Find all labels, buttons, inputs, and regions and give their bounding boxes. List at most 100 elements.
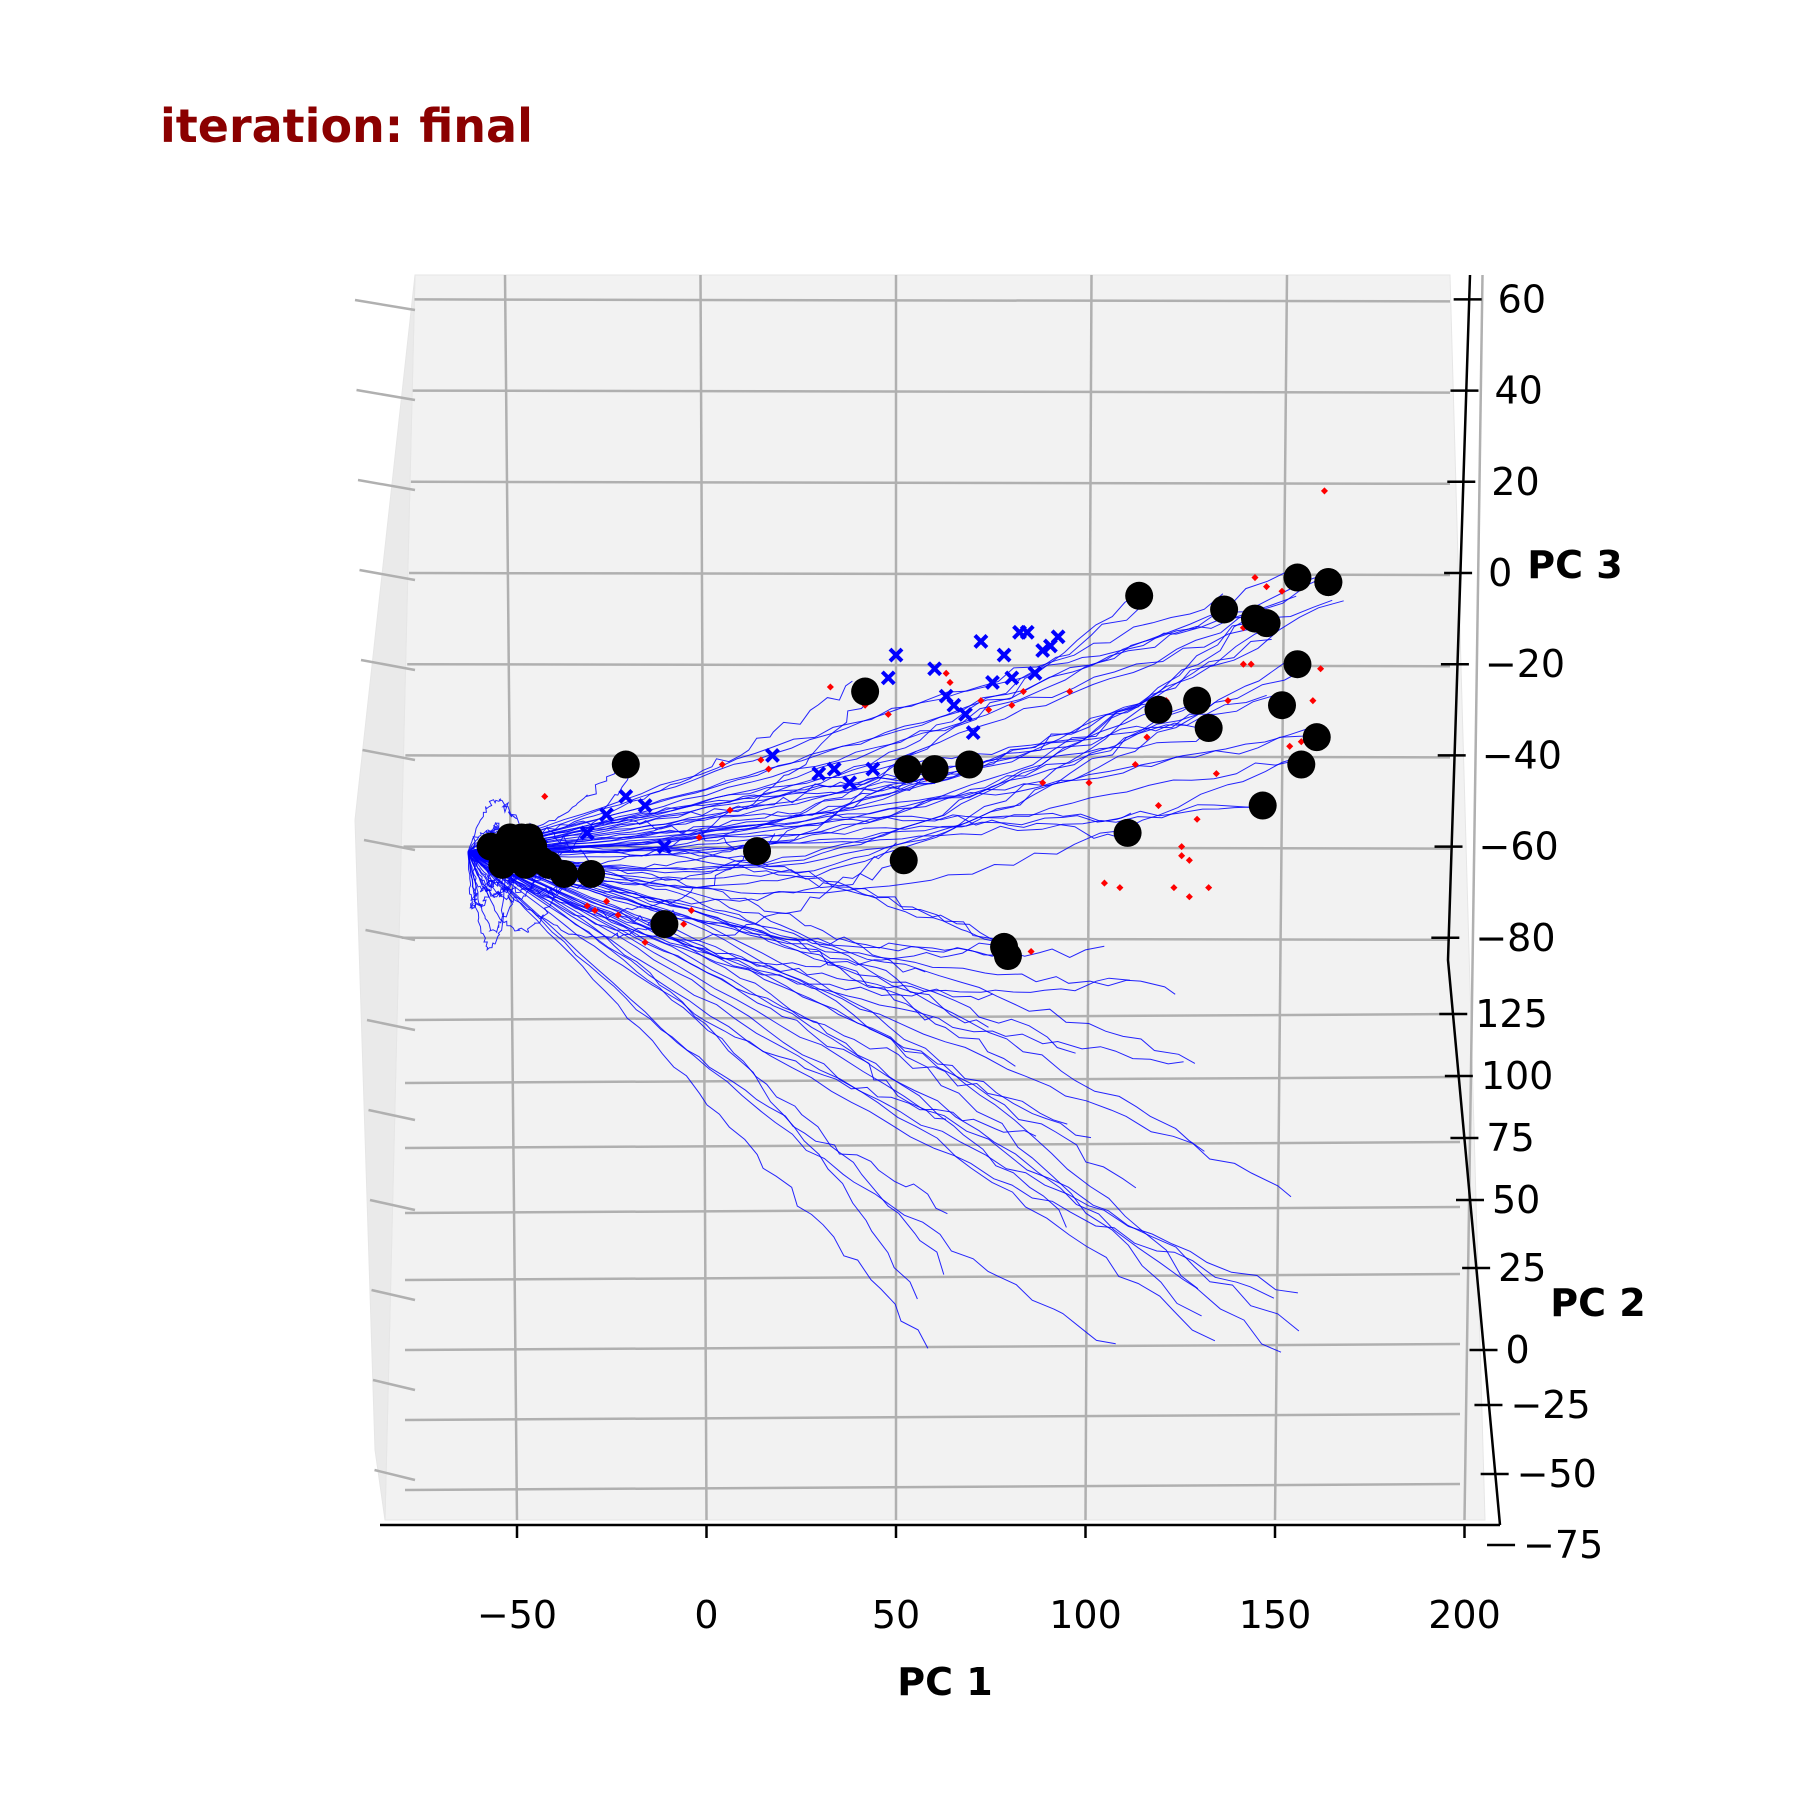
red-point xyxy=(826,683,834,691)
y-tick-label: 25 xyxy=(1498,1246,1546,1290)
red-point xyxy=(757,756,765,764)
black-point xyxy=(1113,818,1142,847)
grid-line-wall xyxy=(354,298,416,312)
black-point xyxy=(1183,686,1212,715)
grid-line-wall xyxy=(356,388,416,402)
blue-x-marker xyxy=(958,706,973,722)
blue-x-marker xyxy=(996,647,1012,663)
red-point xyxy=(695,833,703,842)
trajectory-line xyxy=(467,851,1282,1353)
black-point xyxy=(1283,650,1312,679)
black-point xyxy=(1194,714,1223,743)
red-point xyxy=(1008,701,1016,709)
blue-x-marker xyxy=(1004,670,1020,686)
y-tick-label: 75 xyxy=(1486,1116,1534,1160)
trajectory-line xyxy=(467,836,479,910)
black-point xyxy=(1210,595,1239,624)
trajectory-line xyxy=(467,851,1137,1189)
trajectory-line xyxy=(467,846,1011,952)
z-tick-label: 0 xyxy=(1488,551,1512,595)
grid-line-z xyxy=(414,298,1451,303)
trajectory-line xyxy=(467,851,918,1300)
x-tick-label: 150 xyxy=(1239,1593,1312,1637)
blue-x-marker xyxy=(579,825,595,841)
trajectory-line xyxy=(467,851,1176,995)
trajectory-line xyxy=(467,593,1224,853)
grid-line-y xyxy=(404,1272,1461,1282)
trajectory-line xyxy=(467,566,1296,853)
blue-x-marker xyxy=(637,798,653,813)
black-point xyxy=(511,850,540,879)
trajectory-line xyxy=(467,797,520,853)
black-point xyxy=(488,850,517,879)
red-point xyxy=(977,697,985,705)
trajectory-line xyxy=(467,574,1330,853)
trajectory-line xyxy=(467,851,1216,1342)
x-tick-label: 200 xyxy=(1428,1593,1501,1637)
trajectory-line xyxy=(467,851,678,939)
red-point xyxy=(614,911,622,919)
black-point xyxy=(1287,750,1316,779)
chart-title: iteration: final xyxy=(160,99,533,153)
trajectory-line xyxy=(467,851,1067,1228)
z-tick-label: −80 xyxy=(1475,916,1555,960)
x-tick-label: 100 xyxy=(1049,1593,1122,1637)
grid-line-wall xyxy=(359,568,416,582)
blue-x-marker xyxy=(656,839,672,855)
trajectory-line xyxy=(467,606,1141,853)
grid-line-z xyxy=(405,754,1451,759)
black-point xyxy=(1314,568,1343,597)
trajectory-line xyxy=(467,851,1116,1345)
trajectory-line xyxy=(467,851,1092,1139)
red-point xyxy=(583,902,591,910)
black-point xyxy=(920,755,949,784)
trajectory-line xyxy=(467,844,1021,951)
red-point xyxy=(985,706,993,714)
trajectory-line xyxy=(467,851,508,952)
grid-line-wall xyxy=(371,1288,416,1302)
grid-line-y xyxy=(404,1140,1461,1150)
trajectory-line xyxy=(467,851,1275,1299)
grid-line-y xyxy=(404,1205,1461,1215)
black-point xyxy=(1125,581,1154,610)
red-point xyxy=(641,938,649,946)
grid-line-wall xyxy=(360,658,416,672)
trajectory-line xyxy=(467,851,945,1275)
black-point xyxy=(1248,791,1277,820)
blue-x-marker xyxy=(1027,665,1043,681)
trajectory-line xyxy=(467,851,948,1215)
trajectory-line xyxy=(467,851,1298,1294)
blue-x-marker xyxy=(1050,629,1066,645)
left-pane xyxy=(354,274,416,1521)
blue-x-marker xyxy=(946,697,962,713)
y-tick-label: 100 xyxy=(1481,1054,1554,1098)
y-tick-label: −25 xyxy=(1510,1383,1590,1427)
x-axis-label: PC 1 xyxy=(897,1660,992,1704)
red-point xyxy=(884,710,892,718)
trajectory-line xyxy=(467,811,1126,853)
y-tick-label: 0 xyxy=(1506,1328,1530,1372)
red-point xyxy=(726,806,734,814)
black-point xyxy=(1283,563,1312,592)
grid-line-wall xyxy=(362,748,416,762)
red-point xyxy=(687,906,695,914)
grid-line-wall xyxy=(372,1378,416,1392)
blue-x-marker xyxy=(973,633,989,649)
blue-x-marker xyxy=(927,661,943,677)
grid-line-z xyxy=(410,480,1451,486)
blue-x-marker xyxy=(765,747,780,763)
blue-x-marker xyxy=(842,775,858,791)
grid-line-y xyxy=(404,1342,1461,1352)
black-points xyxy=(476,563,1343,971)
blue-x-marker xyxy=(1019,624,1035,640)
blue-x-marker xyxy=(888,647,904,663)
z-tick-label: −40 xyxy=(1482,733,1562,777)
blue-x-marker xyxy=(811,766,827,782)
grid-line-x xyxy=(1463,274,1484,1521)
trajectory-line xyxy=(467,849,1015,953)
red-point xyxy=(591,906,599,914)
blue-x-marker xyxy=(599,807,614,823)
trajectory-line xyxy=(467,851,929,1349)
grid-line-wall xyxy=(366,1018,416,1032)
black-point xyxy=(611,750,640,779)
